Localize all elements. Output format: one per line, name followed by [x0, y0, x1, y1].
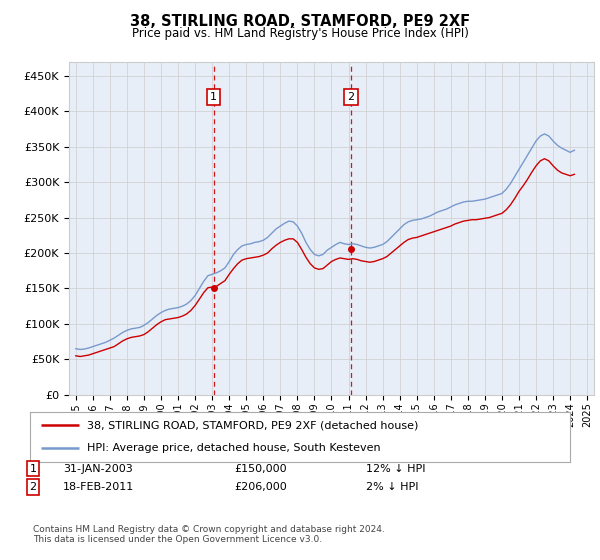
Text: 31-JAN-2003: 31-JAN-2003	[63, 464, 133, 474]
Text: 12% ↓ HPI: 12% ↓ HPI	[366, 464, 425, 474]
Text: £150,000: £150,000	[234, 464, 287, 474]
Text: 1: 1	[210, 92, 217, 102]
Text: Contains HM Land Registry data © Crown copyright and database right 2024.
This d: Contains HM Land Registry data © Crown c…	[33, 525, 385, 544]
Text: 2: 2	[29, 482, 37, 492]
Text: HPI: Average price, detached house, South Kesteven: HPI: Average price, detached house, Sout…	[86, 444, 380, 454]
Text: 2% ↓ HPI: 2% ↓ HPI	[366, 482, 419, 492]
Text: 18-FEB-2011: 18-FEB-2011	[63, 482, 134, 492]
Text: 2: 2	[347, 92, 355, 102]
Text: 38, STIRLING ROAD, STAMFORD, PE9 2XF: 38, STIRLING ROAD, STAMFORD, PE9 2XF	[130, 14, 470, 29]
Text: £206,000: £206,000	[234, 482, 287, 492]
Text: 1: 1	[29, 464, 37, 474]
Text: Price paid vs. HM Land Registry's House Price Index (HPI): Price paid vs. HM Land Registry's House …	[131, 27, 469, 40]
Text: 38, STIRLING ROAD, STAMFORD, PE9 2XF (detached house): 38, STIRLING ROAD, STAMFORD, PE9 2XF (de…	[86, 420, 418, 430]
